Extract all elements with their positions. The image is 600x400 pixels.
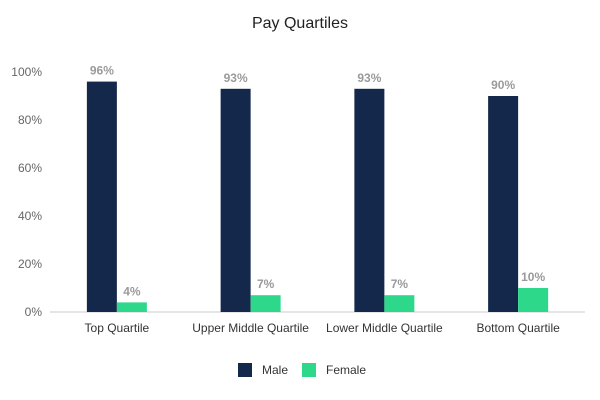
- data-label-female-2: 7%: [391, 277, 409, 291]
- category-label: Bottom Quartile: [476, 321, 560, 335]
- y-axis-ticks: 0% 20% 40% 60% 80% 100%: [11, 65, 42, 319]
- bar-female-1: [250, 295, 281, 312]
- bar-male-3: [488, 96, 519, 312]
- y-tick-label: 80%: [18, 113, 42, 127]
- bar-female-0: [116, 302, 147, 312]
- legend: Male Female: [238, 363, 366, 377]
- data-labels-group: 96% 93% 93% 90% 4% 7% 7% 10%: [90, 64, 546, 299]
- y-tick-label: 0%: [25, 305, 43, 319]
- y-tick-label: 40%: [18, 209, 42, 223]
- bar-male-1: [220, 88, 251, 312]
- legend-label-female: Female: [326, 363, 366, 377]
- legend-swatch-male: [238, 363, 252, 377]
- data-label-male-3: 90%: [491, 78, 515, 92]
- data-label-female-0: 4%: [123, 284, 141, 298]
- category-labels-group: Top Quartile Upper Middle Quartile Lower M…: [85, 321, 561, 335]
- bar-female-2: [384, 295, 415, 312]
- y-tick-label: 100%: [11, 65, 42, 79]
- category-label: Upper Middle Quartile: [192, 321, 309, 335]
- bar-female-3: [518, 288, 549, 312]
- data-label-male-2: 93%: [357, 71, 381, 85]
- bars-group: [86, 81, 549, 312]
- category-label: Top Quartile: [85, 321, 150, 335]
- data-label-female-3: 10%: [521, 270, 545, 284]
- y-tick-label: 60%: [18, 161, 42, 175]
- chart-title: Pay Quartiles: [252, 15, 348, 32]
- data-label-female-1: 7%: [257, 277, 275, 291]
- bar-male-2: [354, 88, 385, 312]
- data-label-male-1: 93%: [224, 71, 248, 85]
- y-tick-label: 20%: [18, 257, 42, 271]
- legend-swatch-female: [302, 363, 316, 377]
- legend-label-male: Male: [262, 363, 288, 377]
- category-label: Lower Middle Quartile: [326, 321, 443, 335]
- bar-male-0: [86, 81, 117, 312]
- data-label-male-0: 96%: [90, 64, 114, 78]
